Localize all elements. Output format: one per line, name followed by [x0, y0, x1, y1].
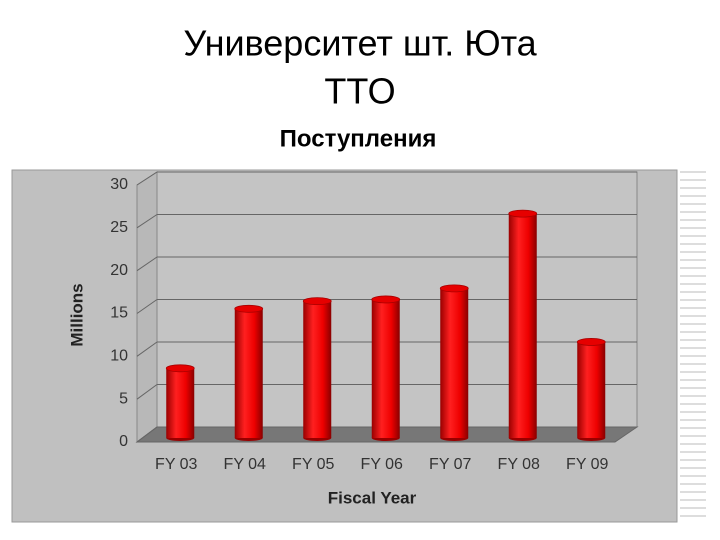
y-axis-label: Millions [67, 283, 86, 346]
y-tick-label: 15 [110, 305, 128, 322]
y-tick-label: 25 [110, 219, 128, 236]
x-tick-label: FY 09 [566, 456, 609, 473]
grid-line [136, 171, 158, 186]
bar [166, 368, 195, 438]
y-tick-label: 0 [119, 433, 128, 450]
x-axis-label: Fiscal Year [328, 488, 417, 507]
y-tick-label: 10 [110, 348, 128, 365]
grid-line [136, 299, 158, 314]
grid-line [136, 426, 158, 443]
bar [577, 341, 606, 438]
bar-cap [165, 364, 195, 373]
x-tick-label: FY 04 [224, 456, 267, 473]
bar-cap [508, 209, 538, 218]
bar [303, 301, 332, 438]
grid-line [136, 384, 158, 400]
bar-cap [576, 338, 606, 346]
bar-cap [371, 295, 401, 304]
bar-cap [302, 297, 332, 306]
bar-cap [234, 304, 264, 313]
bar [371, 299, 400, 438]
y-tick-label: 5 [119, 390, 128, 407]
x-tick-label: FY 07 [429, 456, 472, 473]
y-tick-label: 20 [110, 262, 128, 279]
bar [508, 213, 537, 438]
bar-cap [439, 284, 469, 293]
x-tick-label: FY 08 [498, 456, 541, 473]
subtitle: Поступления [280, 125, 437, 152]
grid-line [136, 256, 158, 272]
y-tick-label: 30 [110, 176, 128, 193]
title-line: Университет шт. Юта [183, 23, 537, 64]
x-tick-label: FY 05 [292, 456, 335, 473]
x-tick-label: FY 06 [361, 456, 404, 473]
grid-line [136, 341, 158, 357]
x-tick-label: FY 03 [155, 456, 198, 473]
edge-decoration [680, 171, 706, 517]
bar [440, 288, 469, 438]
bar [234, 308, 263, 438]
title-line: TTO [324, 71, 395, 112]
grid-line [136, 214, 158, 229]
